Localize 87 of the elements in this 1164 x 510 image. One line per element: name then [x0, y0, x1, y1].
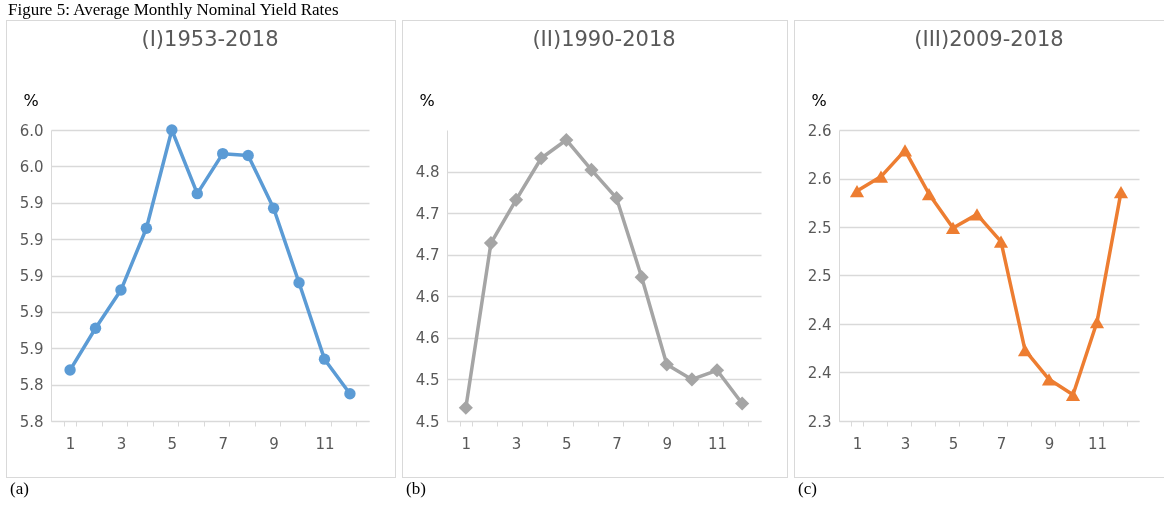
x-tick-label: 7	[612, 434, 622, 453]
y-tick-label: 5.9	[19, 303, 44, 322]
x-tick-label: 3	[116, 434, 127, 453]
x-tick-label: 9	[662, 434, 673, 453]
point	[140, 222, 153, 234]
y-tick-label: 4.5	[415, 412, 440, 431]
caption: Figure 5: Average Monthly Nominal Yield Rates	[7, 0, 340, 20]
point	[634, 270, 649, 285]
point	[293, 277, 305, 289]
point	[584, 162, 599, 177]
point	[659, 357, 674, 372]
x-tick-label: 7	[996, 434, 1007, 453]
point	[684, 372, 699, 387]
x-tick-label: 3	[900, 434, 911, 453]
y-tick-label: 2.4	[807, 315, 832, 334]
point	[483, 236, 499, 251]
x-tick-label: 9	[269, 434, 279, 453]
point	[849, 184, 865, 198]
point	[609, 191, 624, 206]
y-tick-label: 2.3	[807, 412, 832, 431]
point	[1089, 315, 1105, 329]
point	[559, 132, 574, 148]
x-tick-label: 5	[562, 434, 572, 453]
x-tick-label: 11	[1087, 434, 1108, 453]
point	[709, 363, 725, 378]
y-tick-label: 5.9	[19, 267, 44, 285]
x-tick-label: 1	[852, 434, 863, 453]
text: (b)	[405, 478, 427, 500]
point	[166, 124, 178, 136]
point	[873, 170, 889, 183]
x-tick-label: 1	[461, 434, 472, 453]
point	[89, 322, 102, 334]
x-tick-label: 5	[167, 434, 178, 453]
point	[1041, 373, 1057, 386]
x-tick-label: 11	[315, 434, 335, 453]
y-tick-label: 2.5	[807, 218, 832, 237]
point	[1113, 185, 1129, 199]
y-tick-label: 2.4	[807, 364, 832, 382]
y-tick-label: 5.9	[19, 339, 44, 358]
x-tick-label: 1	[65, 434, 76, 453]
text: (c)	[797, 478, 818, 500]
y-tick-label: 5.8	[19, 412, 44, 431]
point	[115, 284, 127, 296]
y-axis-title: %	[811, 90, 827, 110]
point	[509, 192, 524, 207]
y-tick-label: 6.0	[19, 157, 44, 176]
y-tick-label: 4.7	[415, 246, 440, 265]
y-tick-label: 2.6	[807, 121, 832, 140]
y-axis-title: %	[419, 90, 435, 110]
y-tick-label: 5.8	[19, 376, 44, 395]
point	[897, 144, 913, 157]
point	[993, 235, 1009, 248]
point	[1065, 388, 1081, 401]
y-axis-title: %	[23, 90, 39, 110]
point	[344, 388, 356, 400]
x-tick-label: 11	[707, 434, 728, 453]
chart-title: (II)1990-2018	[532, 27, 676, 51]
point	[945, 221, 961, 235]
text: (a)	[9, 478, 30, 500]
point	[534, 151, 549, 166]
y-tick-label: 4.5	[415, 370, 440, 389]
y-tick-label: 4.6	[415, 287, 440, 306]
x-tick-label: 3	[511, 434, 522, 453]
chart-title: (III)2009-2018	[914, 27, 1064, 51]
y-tick-label: 4.6	[415, 329, 440, 348]
point	[969, 208, 985, 221]
x-tick-label: 5	[948, 434, 959, 453]
y-tick-label: 5.9	[19, 230, 44, 249]
point	[217, 147, 229, 160]
x-tick-label: 9	[1044, 434, 1055, 453]
y-tick-label: 2.6	[807, 170, 832, 188]
point	[318, 353, 331, 365]
point	[64, 364, 76, 376]
y-tick-label: 5.9	[19, 194, 44, 213]
point	[921, 187, 937, 201]
point	[458, 400, 473, 415]
y-tick-label: 4.8	[415, 163, 440, 182]
point	[1017, 344, 1033, 357]
chart-title: (I)1953-2018	[141, 27, 279, 51]
y-tick-label: 4.7	[415, 204, 440, 223]
y-tick-label: 6.0	[19, 121, 44, 140]
point	[267, 202, 280, 214]
y-tick-label: 2.5	[807, 267, 832, 285]
point	[191, 187, 203, 200]
point	[735, 396, 750, 411]
x-tick-label: 7	[218, 434, 228, 453]
point	[242, 149, 254, 162]
